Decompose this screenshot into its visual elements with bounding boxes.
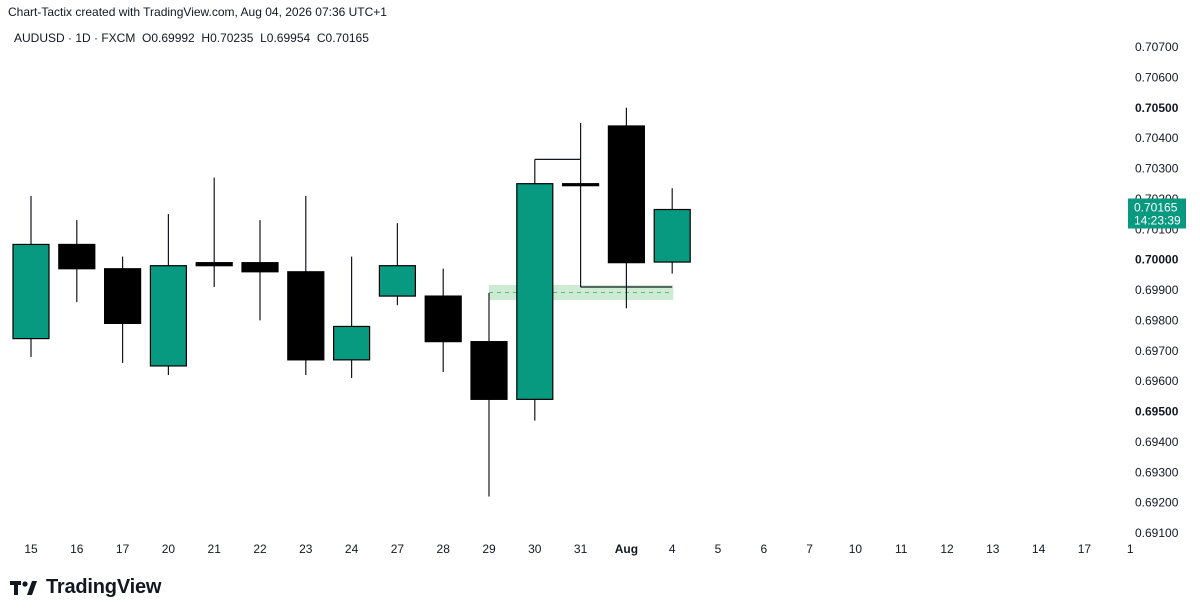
candle-body <box>607 125 646 264</box>
date-tick-label: 5 <box>715 542 722 556</box>
price-tick-label: 0.70300 <box>1135 162 1179 176</box>
candle-body <box>58 243 96 270</box>
price-tick-label: 0.69400 <box>1135 435 1179 449</box>
candle-body <box>241 262 279 273</box>
current-price-label: 0.70165 <box>1134 201 1178 215</box>
current-price-badge: 0.70165 14:23:39 <box>1128 198 1186 229</box>
price-tick-label: 0.70500 <box>1135 101 1179 115</box>
date-tick-label: 22 <box>253 542 267 556</box>
date-tick-label: 15 <box>24 542 38 556</box>
date-tick-label: 17 <box>116 542 130 556</box>
candle-body <box>287 271 325 361</box>
date-tick-label: 14 <box>1032 542 1046 556</box>
date-tick-label: 28 <box>437 542 451 556</box>
date-tick-label: 27 <box>391 542 405 556</box>
date-tick-label: 6 <box>760 542 767 556</box>
date-tick-label: 23 <box>299 542 313 556</box>
price-tick-label: 0.69300 <box>1135 465 1179 479</box>
date-tick-label: 1 <box>1127 542 1134 556</box>
date-tick-label: 10 <box>849 542 863 556</box>
candle[interactable] <box>149 214 187 376</box>
candle[interactable] <box>607 107 646 309</box>
candle-body <box>195 262 233 267</box>
price-tick-label: 0.70400 <box>1135 131 1179 145</box>
date-tick-label: 31 <box>574 542 588 556</box>
candle[interactable] <box>653 188 691 274</box>
price-tick-label: 0.69200 <box>1135 496 1179 510</box>
candle-body <box>424 295 462 343</box>
date-tick-label: 24 <box>345 542 359 556</box>
candle-body <box>12 243 50 340</box>
ohlc-close: C0.70165 <box>316 31 369 45</box>
price-tick-label: 0.69500 <box>1135 405 1179 419</box>
brand-name: TradingView <box>46 576 162 598</box>
price-tick-label: 0.69800 <box>1135 313 1179 327</box>
ohlc-high: H0.70235 <box>201 31 254 45</box>
candle-body <box>378 265 416 297</box>
candle[interactable] <box>333 256 371 379</box>
candle[interactable] <box>378 223 416 306</box>
price-axis[interactable]: 0.707000.706000.705000.704000.703000.702… <box>1135 40 1179 540</box>
ohlc-low: L0.69954 <box>260 31 311 45</box>
date-tick-label: 7 <box>806 542 813 556</box>
date-tick-label: Aug <box>615 542 638 556</box>
date-tick-label: 11 <box>895 542 908 556</box>
ohlc-open: O0.69992 <box>142 31 195 45</box>
candle[interactable] <box>103 256 142 363</box>
candle[interactable] <box>470 293 508 497</box>
candle[interactable] <box>241 220 279 321</box>
candle[interactable] <box>516 159 554 421</box>
symbol-name[interactable]: AUDUSD · 1D · FXCM <box>14 31 136 45</box>
candle[interactable] <box>424 268 462 373</box>
date-tick-label: 12 <box>940 542 954 556</box>
current-price-badge-bg <box>1128 198 1186 229</box>
candle-body <box>103 268 142 325</box>
time-axis[interactable]: 15 16 17 20 21 22 23 24 27 28 29 30 31 Aug 4 5 6 7 10 11 12 1… <box>24 542 1134 556</box>
candle-body <box>470 341 508 400</box>
candle[interactable] <box>561 122 600 287</box>
price-tick-label: 0.70700 <box>1135 40 1179 54</box>
symbol-legend: AUDUSD · 1D · FXCM O0.69992 H0.70235 L0.… <box>14 31 369 45</box>
candle[interactable] <box>287 195 325 376</box>
date-tick-label: 13 <box>986 542 1000 556</box>
candle-body <box>333 325 371 361</box>
candle-body <box>149 265 187 367</box>
countdown-label: 14:23:39 <box>1134 214 1181 228</box>
candles-layer <box>12 107 691 497</box>
price-tick-label: 0.70000 <box>1135 253 1179 267</box>
candle[interactable] <box>195 177 233 287</box>
date-tick-label: 20 <box>162 542 176 556</box>
date-tick-label: 29 <box>482 542 496 556</box>
price-tick-label: 0.69900 <box>1135 283 1179 297</box>
date-tick-label: 16 <box>70 542 84 556</box>
tradingview-logo-icon <box>10 580 37 595</box>
date-tick-label: 17 <box>1078 542 1092 556</box>
candle[interactable] <box>12 195 50 357</box>
level-lines-layer <box>534 158 673 288</box>
price-tick-label: 0.69100 <box>1135 526 1179 540</box>
date-tick-label: 4 <box>669 542 676 556</box>
price-tick-label: 0.69700 <box>1135 344 1179 358</box>
candle[interactable] <box>58 220 96 303</box>
tradingview-brand[interactable]: TradingView <box>10 576 161 599</box>
price-tick-label: 0.69600 <box>1135 374 1179 388</box>
chart-caption: Chart-Tactix created with TradingView.co… <box>8 5 387 19</box>
candle-body <box>516 183 554 400</box>
date-tick-label: 21 <box>208 542 222 556</box>
date-tick-label: 30 <box>528 542 542 556</box>
price-tick-label: 0.70600 <box>1135 70 1179 84</box>
candle-body <box>653 208 691 263</box>
candle-body <box>561 183 600 187</box>
